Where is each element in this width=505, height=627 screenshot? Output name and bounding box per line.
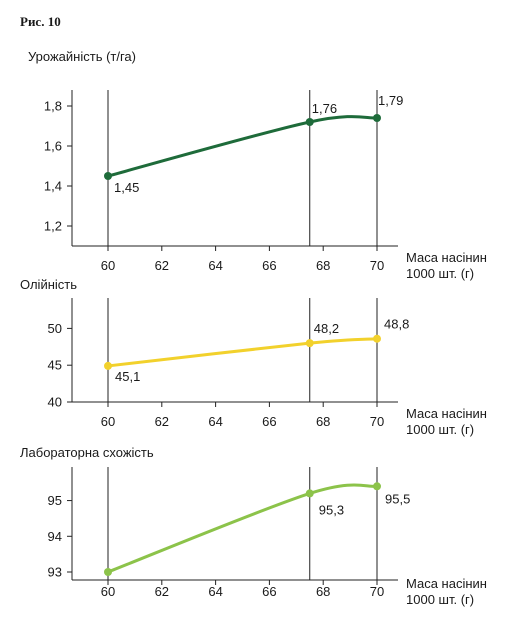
x-tick-label: 66	[262, 584, 276, 599]
y-tick-label: 1,6	[44, 139, 62, 154]
chart-panel-3: Лабораторна схожість 60 62 64 66 68 70 93 94 95 Ма…	[20, 445, 487, 607]
x-axis-title-line2: 1000 шт. (г)	[406, 422, 474, 437]
data-point	[305, 339, 314, 348]
data-point	[305, 489, 314, 498]
data-point	[104, 172, 112, 180]
y-tick-label: 50	[48, 321, 62, 336]
data-point	[305, 118, 314, 126]
x-tick-label: 66	[262, 414, 276, 429]
x-tick-label: 68	[316, 414, 330, 429]
x-axis-title-line1: Маса насінин	[406, 406, 487, 421]
y-tick-label: 94	[48, 529, 62, 544]
x-axis-title-line1: Маса насінин	[406, 576, 487, 591]
y-tick-label: 93	[48, 565, 62, 580]
data-point	[373, 334, 381, 343]
x-tick-label: 70	[370, 258, 384, 273]
y-tick-label: 1,2	[44, 219, 62, 234]
data-label: 95,5	[385, 491, 410, 506]
data-label: 1,76	[312, 101, 337, 116]
data-point	[373, 482, 381, 491]
chart-panel-1: Урожайність (т/га) 60 62 64 66 68 70 1,2 1,4 1,6 1…	[28, 49, 487, 281]
x-axis-title-line2: 1000 шт. (г)	[406, 592, 474, 607]
data-label: 1,45	[114, 180, 139, 195]
series-line	[106, 483, 379, 574]
data-label: 45,1	[115, 369, 140, 384]
y-tick-label: 45	[48, 358, 62, 373]
data-point	[373, 114, 381, 122]
x-tick-label: 60	[101, 584, 115, 599]
y-tick-label: 95	[48, 493, 62, 508]
data-point	[104, 568, 112, 576]
y-axis-title: Урожайність (т/га)	[28, 49, 136, 64]
data-label: 95,3	[319, 502, 344, 517]
x-axis-title-line2: 1000 шт. (г)	[406, 266, 474, 281]
x-tick-label: 70	[370, 584, 384, 599]
x-tick-label: 68	[316, 258, 330, 273]
series-line	[106, 115, 379, 178]
x-tick-label: 60	[101, 258, 115, 273]
data-point	[104, 361, 112, 370]
figure-label: Рис. 10	[20, 14, 61, 29]
y-tick-label: 1,4	[44, 179, 62, 194]
y-tick-label: 40	[48, 395, 62, 410]
data-label: 48,2	[314, 321, 339, 336]
x-tick-label: 62	[155, 258, 169, 273]
x-tick-label: 64	[208, 258, 222, 273]
x-tick-label: 64	[208, 584, 222, 599]
data-label: 48,8	[384, 317, 409, 332]
y-tick-label: 1,8	[44, 99, 62, 114]
y-axis-title: Лабораторна схожість	[20, 445, 154, 460]
x-tick-label: 64	[208, 414, 222, 429]
x-tick-label: 62	[155, 584, 169, 599]
chart-panel-2: Олійність 60 62 64 66 68 70 40 45 50 Маса насінин1…	[20, 277, 487, 437]
x-tick-label: 60	[101, 414, 115, 429]
x-tick-label: 66	[262, 258, 276, 273]
x-tick-label: 68	[316, 584, 330, 599]
x-tick-label: 70	[370, 414, 384, 429]
series-line	[106, 337, 379, 368]
data-label: 1,79	[378, 93, 403, 108]
x-axis-title-line1: Маса насінин	[406, 250, 487, 265]
y-axis-title: Олійність	[20, 277, 77, 292]
x-tick-label: 62	[155, 414, 169, 429]
